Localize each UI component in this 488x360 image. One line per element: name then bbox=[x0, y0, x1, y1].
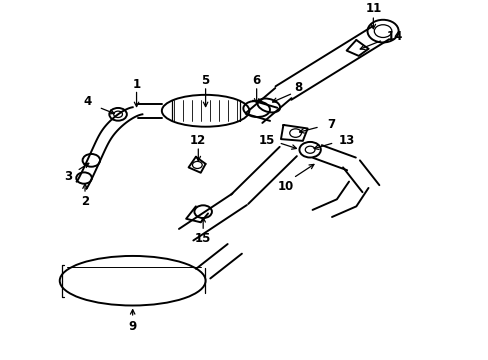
Text: 4: 4 bbox=[83, 95, 92, 108]
Text: 10: 10 bbox=[277, 180, 293, 193]
Text: 6: 6 bbox=[252, 74, 260, 87]
Text: 9: 9 bbox=[128, 320, 137, 333]
Text: 5: 5 bbox=[201, 74, 209, 87]
Text: 15: 15 bbox=[195, 232, 211, 245]
Text: 13: 13 bbox=[338, 134, 354, 147]
Text: 11: 11 bbox=[365, 2, 381, 15]
Text: 3: 3 bbox=[64, 170, 72, 183]
Text: 12: 12 bbox=[190, 134, 206, 147]
Text: 2: 2 bbox=[81, 194, 89, 208]
Text: 8: 8 bbox=[293, 81, 302, 94]
Text: 7: 7 bbox=[326, 118, 334, 131]
Text: 1: 1 bbox=[132, 78, 141, 91]
Text: 14: 14 bbox=[386, 30, 403, 43]
Text: 15: 15 bbox=[258, 134, 274, 147]
